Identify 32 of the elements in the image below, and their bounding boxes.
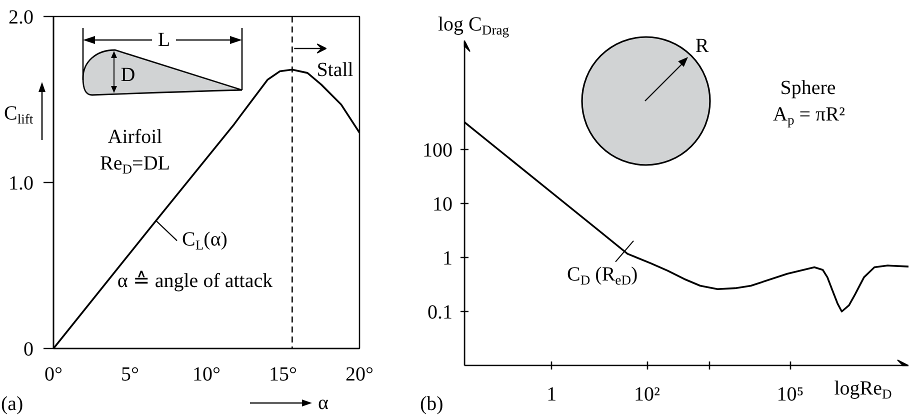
annotation: Sphere (780, 77, 836, 99)
x-tick-label: 10° (192, 364, 220, 386)
annotation: α ≙ angle of attack (117, 270, 273, 292)
annotation: R (695, 35, 709, 57)
x-tick-label: 0° (44, 364, 62, 386)
annotation: C$_{D}$ (R$_{eD}$) (567, 263, 638, 289)
annotation: C$_{L}$(α) (182, 228, 228, 254)
y-tick-label: 100 (422, 140, 452, 162)
annotation: A$_{p}$ = πR² (773, 103, 845, 129)
annotation: L (158, 29, 170, 51)
x-axis-title: α (318, 392, 328, 414)
x-tick-label: 10² (634, 384, 660, 406)
annotation: Airfoil (108, 126, 162, 148)
y-tick-label: 1 (442, 248, 452, 270)
ref-line-label: Stall (316, 59, 354, 81)
text: (b) (420, 393, 444, 415)
y-tick-label: 0.1 (428, 302, 452, 324)
x-tick-label: 1 (546, 384, 557, 406)
y-axis-title: log C$_{Drag}$ (438, 13, 510, 39)
text: (a) (1, 393, 24, 415)
y-axis-title: C$_{lift}$ (4, 102, 34, 128)
x-axis-title: logRe$_{D}$ (834, 377, 892, 403)
y-tick-label: 2.0 (8, 6, 34, 28)
y-tick-label: 1.0 (8, 172, 34, 194)
y-tick-label: 0 (24, 338, 34, 360)
x-tick-label: 5° (121, 364, 139, 386)
x-tick-label: 10⁵ (776, 384, 804, 406)
annotation: Re$_{D}$=DL (100, 152, 170, 178)
x-tick-label: 15° (269, 364, 297, 386)
y-tick-label: 10 (432, 194, 452, 216)
annotation: D (120, 64, 136, 86)
x-tick-label: 20° (346, 364, 374, 386)
